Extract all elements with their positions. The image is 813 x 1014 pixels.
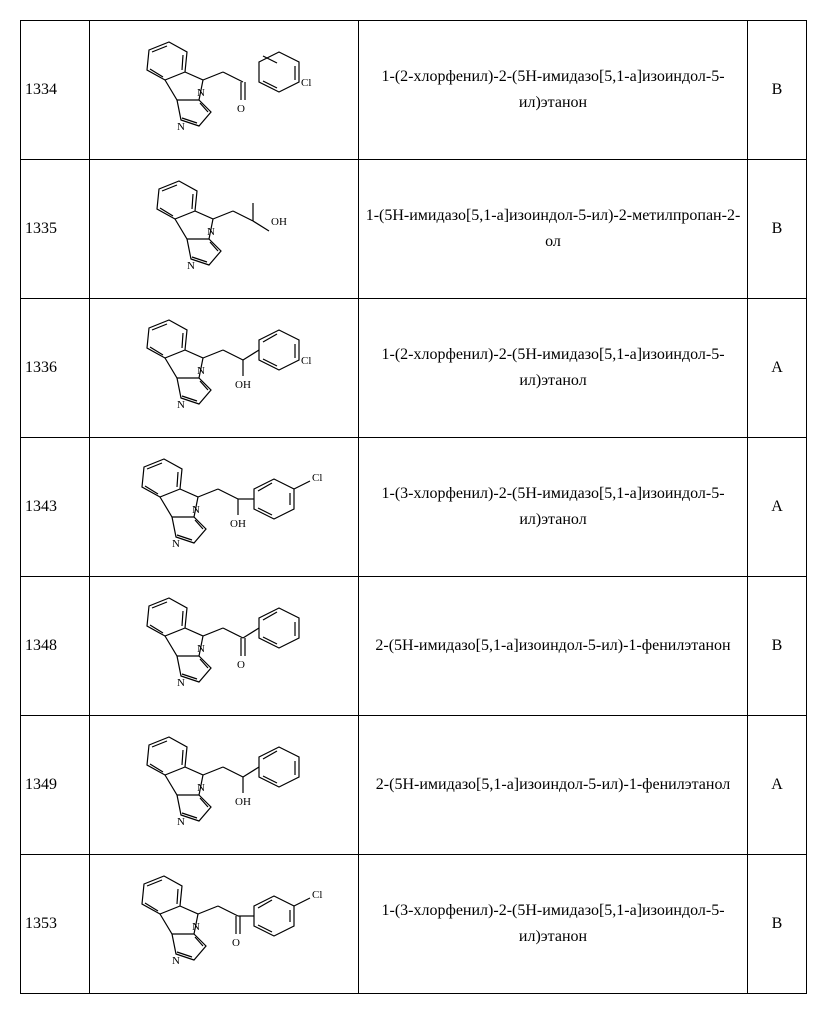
svg-text:N: N	[177, 121, 185, 133]
svg-text:N: N	[172, 538, 180, 550]
svg-text:OH: OH	[271, 216, 287, 228]
cell-id: 1334	[21, 21, 90, 160]
svg-text:N: N	[172, 955, 180, 967]
cell-name: 1-(5H-имидазо[5,1-а]изоиндол-5-ил)-2-мет…	[359, 160, 748, 299]
compound-class: B	[772, 81, 783, 98]
cell-name: 1-(2-хлорфенил)-2-(5H-имидазо[5,1-а]изои…	[359, 299, 748, 438]
compound-table-body: 1334	[21, 21, 807, 994]
svg-text:OH: OH	[235, 379, 251, 391]
compound-id: 1336	[25, 359, 57, 376]
svg-text:OH: OH	[230, 518, 246, 530]
svg-text:N: N	[192, 504, 200, 516]
cell-structure: N N O Cl	[90, 21, 359, 160]
cell-name: 2-(5H-имидазо[5,1-а]изоиндол-5-ил)-1-фен…	[359, 716, 748, 855]
cell-structure: N N O Cl	[90, 855, 359, 994]
svg-text:O: O	[232, 937, 240, 949]
cell-name: 1-(2-хлорфенил)-2-(5H-имидазо[5,1-а]изои…	[359, 21, 748, 160]
svg-text:Cl: Cl	[301, 77, 311, 89]
compound-class: A	[771, 776, 783, 793]
cell-structure: N N O	[90, 577, 359, 716]
compound-class: B	[772, 915, 783, 932]
structure-diagram: N N OH Cl	[114, 447, 334, 567]
cell-id: 1349	[21, 716, 90, 855]
compound-id: 1353	[25, 915, 57, 932]
cell-class: B	[748, 160, 807, 299]
cell-class: B	[748, 21, 807, 160]
compound-name: 2-(5H-имидазо[5,1-а]изоиндол-5-ил)-1-фен…	[375, 637, 730, 654]
compound-name: 1-(3-хлорфенил)-2-(5H-имидазо[5,1-а]изои…	[381, 485, 724, 528]
svg-text:N: N	[197, 643, 205, 655]
svg-text:Cl: Cl	[312, 472, 322, 484]
table-row: 1336	[21, 299, 807, 438]
cell-name: 2-(5H-имидазо[5,1-а]изоиндол-5-ил)-1-фен…	[359, 577, 748, 716]
svg-text:Cl: Cl	[312, 889, 322, 901]
cell-class: A	[748, 438, 807, 577]
compound-id: 1343	[25, 498, 57, 515]
table-row: 1348	[21, 577, 807, 716]
structure-diagram: N N OH	[119, 725, 329, 845]
table-row: 1349	[21, 716, 807, 855]
cell-id: 1336	[21, 299, 90, 438]
svg-text:O: O	[237, 659, 245, 671]
table-row: 1334	[21, 21, 807, 160]
compound-name: 1-(5H-имидазо[5,1-а]изоиндол-5-ил)-2-мет…	[366, 207, 741, 250]
cell-class: B	[748, 577, 807, 716]
svg-text:N: N	[187, 260, 195, 272]
compound-id: 1348	[25, 637, 57, 654]
compound-id: 1335	[25, 220, 57, 237]
compound-class: B	[772, 220, 783, 237]
cell-id: 1348	[21, 577, 90, 716]
compound-class: A	[771, 498, 783, 515]
structure-diagram: N N O	[119, 586, 329, 706]
table-row: 1335	[21, 160, 807, 299]
compound-class: A	[771, 359, 783, 376]
cell-name: 1-(3-хлорфенил)-2-(5H-имидазо[5,1-а]изои…	[359, 855, 748, 994]
cell-class: B	[748, 855, 807, 994]
cell-class: A	[748, 716, 807, 855]
compound-id: 1349	[25, 776, 57, 793]
svg-text:N: N	[177, 816, 185, 828]
cell-class: A	[748, 299, 807, 438]
compound-table: 1334	[20, 20, 807, 994]
compound-id: 1334	[25, 81, 57, 98]
svg-text:Cl: Cl	[301, 355, 311, 367]
svg-text:N: N	[197, 782, 205, 794]
cell-id: 1353	[21, 855, 90, 994]
svg-text:N: N	[207, 226, 215, 238]
cell-id: 1335	[21, 160, 90, 299]
structure-diagram: N N OH Cl	[119, 308, 329, 428]
cell-structure: N N OH Cl	[90, 299, 359, 438]
cell-structure: N N OH	[90, 716, 359, 855]
cell-name: 1-(3-хлорфенил)-2-(5H-имидазо[5,1-а]изои…	[359, 438, 748, 577]
cell-id: 1343	[21, 438, 90, 577]
svg-text:O: O	[237, 103, 245, 115]
svg-text:N: N	[177, 677, 185, 689]
svg-text:N: N	[197, 87, 205, 99]
svg-text:N: N	[177, 399, 185, 411]
structure-diagram: N N OH	[129, 169, 319, 289]
structure-diagram: N N O Cl	[114, 864, 334, 984]
structure-diagram: N N O Cl	[119, 30, 329, 150]
cell-structure: N N OH Cl	[90, 438, 359, 577]
table-row: 1343	[21, 438, 807, 577]
compound-class: B	[772, 637, 783, 654]
compound-name: 1-(2-хлорфенил)-2-(5H-имидазо[5,1-а]изои…	[381, 346, 724, 389]
compound-name: 1-(3-хлорфенил)-2-(5H-имидазо[5,1-а]изои…	[381, 902, 724, 945]
cell-structure: N N OH	[90, 160, 359, 299]
svg-text:N: N	[197, 365, 205, 377]
svg-text:OH: OH	[235, 796, 251, 808]
table-row: 1353	[21, 855, 807, 994]
compound-name: 1-(2-хлорфенил)-2-(5H-имидазо[5,1-а]изои…	[381, 68, 724, 111]
svg-text:N: N	[192, 921, 200, 933]
compound-name: 2-(5H-имидазо[5,1-а]изоиндол-5-ил)-1-фен…	[376, 776, 730, 793]
